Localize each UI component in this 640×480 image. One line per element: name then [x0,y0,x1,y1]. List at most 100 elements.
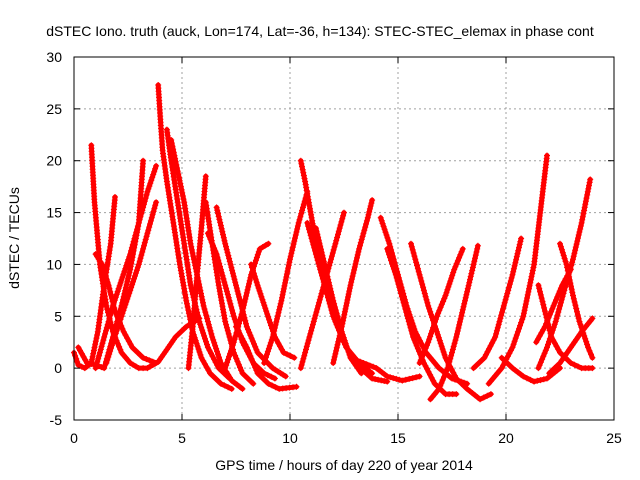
data-point [425,302,432,309]
data-point [422,345,429,352]
data-point [478,357,485,364]
data-point [578,219,585,226]
x-tick-labels: 0 5 10 15 20 25 [70,430,622,446]
data-point [216,216,223,223]
data-point [435,334,442,341]
data-point [137,213,144,220]
data-point [117,346,124,353]
chart-title: dSTEC Iono. truth (auck, Lon=174, Lat=-3… [46,23,594,39]
data-point [92,365,99,372]
data-point [420,284,427,291]
data-point [209,242,216,249]
data-point [331,243,338,250]
data-point [194,343,201,350]
data-point [126,253,133,260]
data-point [524,291,531,298]
data-point [273,318,280,325]
data-point [467,273,474,280]
data-point [416,271,423,278]
data-point [269,382,275,389]
data-point [443,368,450,375]
y-tick-label: 5 [54,308,62,324]
data-point [344,346,351,353]
data-point [280,349,287,356]
data-point [132,232,139,239]
data-point [306,202,313,209]
data-point [454,331,460,337]
data-point [204,341,210,348]
data-point [420,351,427,358]
data-point [576,229,583,235]
data-point [347,354,354,361]
data-point [514,328,521,335]
data-point [381,378,388,384]
data-point [278,346,285,353]
data-point [223,288,230,295]
data-point [204,230,211,237]
data-point [132,270,139,277]
data-point [282,373,289,380]
data-point [469,267,476,274]
data-point [254,282,261,289]
data-point [500,306,506,312]
data-point [197,351,204,358]
data-point [91,344,98,351]
data-point [98,343,105,350]
data-point [211,245,218,252]
data-point [461,383,468,390]
data-point [573,241,580,248]
data-point [456,321,463,328]
data-point [254,251,261,258]
data-point [408,243,415,250]
data-point [341,337,348,344]
data-point [152,165,159,172]
data-point [585,185,592,192]
data-point [242,317,249,324]
data-point [558,296,565,303]
data-point [443,289,450,296]
data-pass [155,82,235,392]
data-point [403,309,410,316]
data-point [212,375,219,382]
data-point [311,315,318,322]
data-point [537,359,544,366]
data-point [404,312,411,319]
data-point [574,308,580,315]
data-point [412,339,419,346]
data-point [185,310,192,317]
data-point [536,333,543,339]
data-point [248,355,255,362]
data-point [353,258,360,264]
data-point [528,273,535,280]
data-point [112,308,118,315]
data-point [241,299,248,305]
data-point [291,354,298,361]
data-point [176,177,183,184]
data-point [410,334,417,340]
data-point [300,355,307,362]
data-point [380,223,387,230]
data-point [188,246,195,253]
data-point [526,282,533,289]
data-point [149,358,156,365]
data-point [133,267,140,274]
data-point [184,304,191,310]
data-point [525,288,532,295]
data-point [180,196,187,203]
data-point [124,335,131,342]
data-point [82,356,89,363]
data-point [282,279,289,286]
data-point [193,340,200,347]
data-point [581,207,588,214]
data-point [232,352,239,359]
data-point [150,208,157,215]
data-point [305,337,312,344]
data-point [196,349,203,355]
data-point [312,251,319,258]
data-point [452,337,459,344]
data-point [381,226,388,233]
data-point [417,274,424,281]
data-point [177,180,184,187]
data-point [227,261,234,268]
data-point [297,213,304,220]
